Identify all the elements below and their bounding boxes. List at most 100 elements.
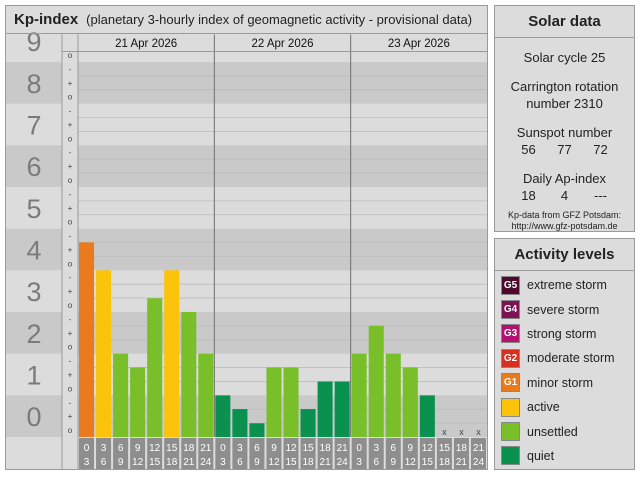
time-cell — [249, 438, 265, 469]
time-start-label: 3 — [373, 443, 379, 454]
time-end-label: 12 — [132, 457, 144, 468]
minor-tick-label: o — [68, 343, 73, 352]
activity-levels-title: Activity levels — [495, 239, 634, 271]
minor-tick-label: - — [69, 273, 72, 282]
solar-data-panel: Solar data Solar cycle 25 Carrington rot… — [494, 5, 635, 232]
kp-band — [78, 61, 487, 104]
time-cell — [419, 438, 435, 469]
time-cell — [113, 438, 129, 469]
y-tick-label: 6 — [26, 152, 41, 182]
minor-tick-label: - — [69, 357, 72, 366]
kp-bar — [96, 270, 112, 437]
y-tick-label: 1 — [26, 360, 41, 390]
y-tick-label: 0 — [26, 402, 41, 432]
legend-item: unsettled — [495, 419, 634, 443]
missing-marker: x — [459, 427, 464, 437]
minor-tick-label: + — [68, 370, 73, 379]
date-label: 21 Apr 2026 — [115, 38, 177, 50]
legend-swatch: G4 — [501, 300, 520, 320]
y-tick-label: 4 — [26, 235, 41, 265]
kp-bar — [300, 409, 316, 437]
time-start-label: 15 — [303, 443, 315, 454]
minor-tick-label: + — [68, 412, 73, 421]
minor-tick-label: + — [68, 79, 73, 88]
activity-legend: G5 extreme storm G4 severe storm G3 stro… — [495, 271, 634, 468]
date-header-bg — [62, 34, 487, 52]
legend-swatch — [501, 422, 520, 442]
y-tick-label: 2 — [26, 319, 41, 349]
ap-index-values: 18 4 --- — [495, 187, 634, 204]
legend-label: quiet — [527, 448, 555, 463]
minor-tick-label: - — [69, 232, 72, 241]
time-end-label: 18 — [303, 457, 315, 468]
time-start-label: 12 — [285, 443, 297, 454]
kp-label-band — [6, 228, 62, 271]
legend-label: minor storm — [527, 375, 593, 390]
missing-marker: x — [476, 427, 481, 437]
time-start-label: 6 — [118, 443, 124, 454]
kp-band — [78, 270, 487, 312]
kp-label-band — [6, 186, 62, 229]
time-end-label: 21 — [320, 457, 332, 468]
kp-label-band — [6, 395, 62, 437]
time-start-label: 12 — [149, 443, 161, 454]
time-end-label: 18 — [166, 457, 178, 468]
time-end-label: 21 — [456, 457, 468, 468]
legend-label: active — [527, 400, 560, 415]
time-end-label: 6 — [101, 457, 107, 468]
kp-label-band — [6, 270, 62, 312]
legend-label: severe storm — [527, 302, 600, 317]
kp-label-band — [6, 311, 62, 354]
sunspot-values: 56 77 72 — [495, 141, 634, 158]
time-start-label: 18 — [183, 443, 195, 454]
kp-band — [78, 51, 487, 62]
y-tick-label: 9 — [26, 27, 41, 57]
time-end-label: 24 — [200, 457, 212, 468]
time-start-label: 18 — [320, 443, 332, 454]
credit-url: http://www.gfz-potsdam.de — [511, 221, 618, 231]
kp-bar — [79, 242, 95, 437]
time-cell — [147, 438, 163, 469]
time-start-label: 9 — [135, 443, 141, 454]
time-end-label: 24 — [473, 457, 485, 468]
date-label: 23 Apr 2026 — [388, 38, 450, 50]
legend-swatch: G5 — [501, 275, 520, 295]
minor-tick-label: o — [68, 218, 73, 227]
time-cell — [266, 438, 282, 469]
minor-tick-label: - — [69, 148, 72, 157]
sunspot-value: 77 — [557, 142, 572, 157]
time-cell — [232, 438, 248, 469]
minor-tick-label: o — [68, 134, 73, 143]
minor-tick-label: o — [68, 301, 73, 310]
kp-bar — [317, 381, 333, 437]
time-cell — [283, 438, 299, 469]
ap-index-value: --- — [594, 188, 607, 203]
kp-index-chart: 0123456789o+-o+-o+-o+-o+-o+-o+-o+-o+-o21… — [6, 27, 487, 469]
kp-band — [78, 353, 487, 396]
minor-tick-label: - — [69, 65, 72, 74]
legend-item: active — [495, 395, 634, 419]
kp-bar — [181, 311, 197, 437]
time-end-label: 24 — [337, 457, 349, 468]
kp-band — [78, 395, 487, 437]
minor-tick-label: + — [68, 162, 73, 171]
kp-band — [78, 186, 487, 229]
kp-band — [78, 103, 487, 146]
time-cell — [436, 438, 452, 469]
minor-tick-label: + — [68, 204, 73, 213]
solar-data-title: Solar data — [495, 6, 634, 38]
kp-bar — [147, 298, 163, 437]
minor-tick-label: - — [69, 107, 72, 116]
ap-index-value: 4 — [560, 188, 569, 203]
kp-header: Kp-index (planetary 3-hourly index of ge… — [6, 6, 487, 34]
time-cell — [334, 438, 350, 469]
date-label: 22 Apr 2026 — [251, 38, 313, 50]
time-end-label: 12 — [268, 457, 280, 468]
kp-bar — [385, 353, 401, 437]
kp-label-band — [6, 34, 62, 52]
minor-tick-label: + — [68, 329, 73, 338]
time-cell — [96, 438, 112, 469]
sunspot-value: 72 — [593, 142, 608, 157]
legend-item: G5 extreme storm — [495, 273, 634, 297]
time-start-label: 0 — [84, 443, 90, 454]
